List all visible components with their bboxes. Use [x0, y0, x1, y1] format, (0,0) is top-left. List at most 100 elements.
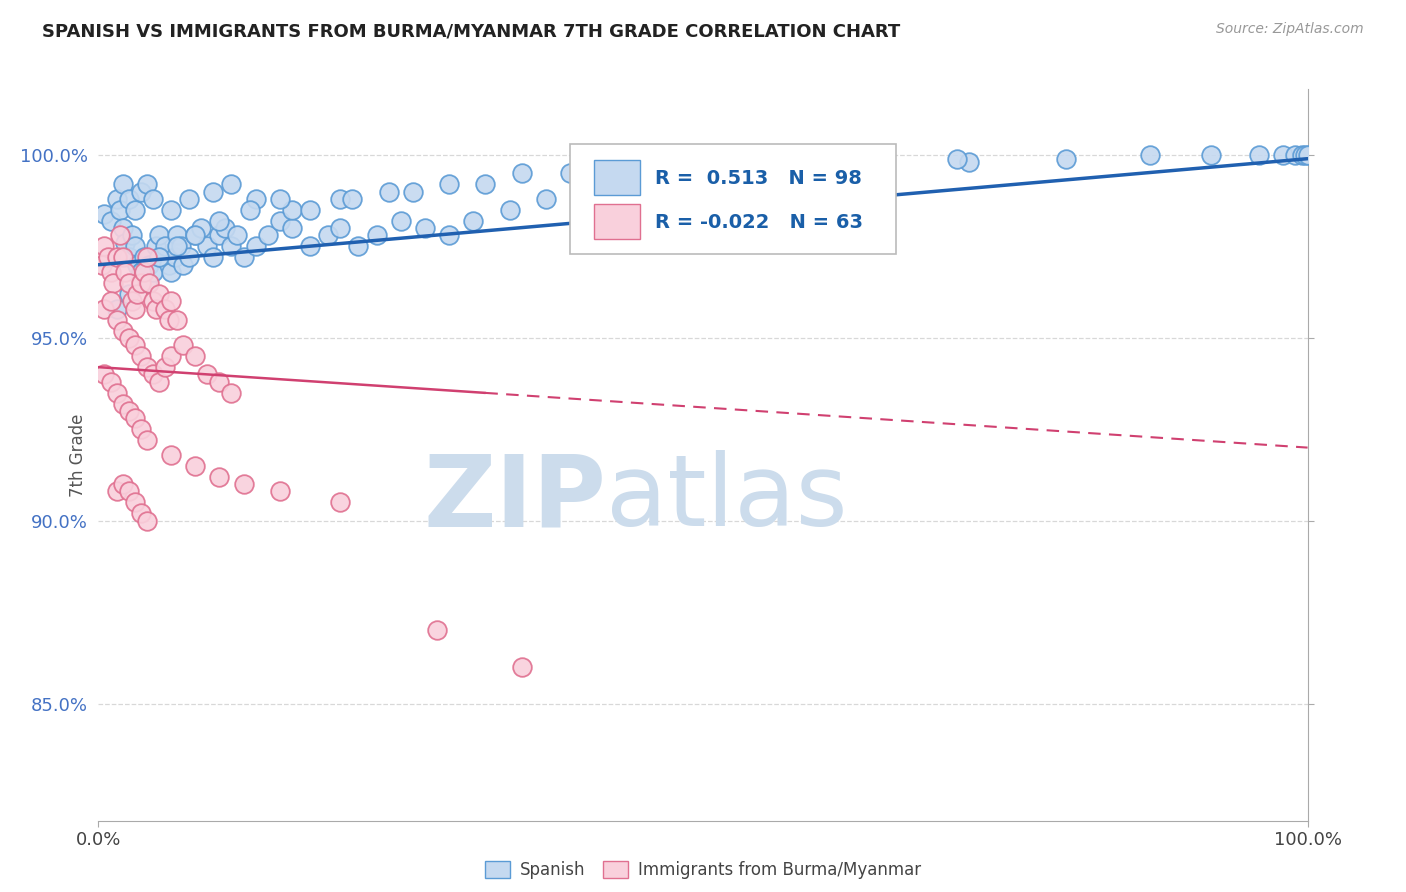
Point: [142, 368, 165, 382]
Point: [145, 301, 167, 316]
Point: [111, 251, 134, 265]
Point: [269, 214, 291, 228]
Point: [100, 214, 122, 228]
Point: [179, 251, 201, 265]
Point: [105, 301, 128, 316]
Point: [129, 265, 152, 279]
Point: [498, 202, 520, 217]
Point: [138, 258, 160, 272]
Point: [776, 155, 799, 169]
Point: [413, 221, 436, 235]
Point: [740, 152, 762, 166]
Point: [93, 301, 115, 316]
Point: [105, 312, 128, 326]
Point: [184, 458, 207, 473]
Text: SPANISH VS IMMIGRANTS FROM BURMA/MYANMAR 7TH GRADE CORRELATION CHART: SPANISH VS IMMIGRANTS FROM BURMA/MYANMAR…: [42, 22, 900, 40]
Point: [437, 178, 460, 192]
Point: [208, 228, 231, 243]
Point: [127, 258, 149, 272]
Point: [595, 155, 617, 169]
Point: [190, 221, 212, 235]
Point: [135, 276, 157, 290]
Point: [202, 251, 225, 265]
Point: [105, 251, 128, 265]
Bar: [595, 161, 640, 195]
Point: [93, 368, 115, 382]
Point: [142, 294, 165, 309]
Point: [124, 239, 146, 253]
Point: [135, 178, 157, 192]
Point: [160, 202, 183, 217]
Point: [1294, 148, 1316, 162]
Point: [202, 185, 225, 199]
Point: [329, 221, 352, 235]
Point: [105, 385, 128, 400]
Point: [281, 221, 304, 235]
Point: [100, 265, 122, 279]
Point: [208, 375, 231, 389]
Point: [1284, 148, 1306, 162]
Point: [534, 192, 557, 206]
Point: [142, 265, 165, 279]
Point: [946, 152, 969, 166]
Point: [127, 287, 149, 301]
Point: [93, 239, 115, 253]
Point: [101, 276, 124, 290]
Point: [121, 228, 143, 243]
Point: [402, 185, 425, 199]
Point: [129, 349, 152, 363]
Text: ZIP: ZIP: [423, 450, 606, 548]
Point: [957, 155, 980, 169]
Point: [160, 349, 183, 363]
Point: [437, 228, 460, 243]
Point: [118, 251, 141, 265]
Point: [148, 251, 170, 265]
Point: [135, 514, 157, 528]
Point: [91, 258, 114, 272]
Point: [860, 152, 883, 166]
Text: R =  0.513   N = 98: R = 0.513 N = 98: [655, 169, 862, 188]
Point: [184, 349, 207, 363]
Point: [281, 202, 304, 217]
Point: [129, 276, 152, 290]
Point: [208, 214, 231, 228]
Point: [179, 192, 201, 206]
Point: [148, 228, 170, 243]
Point: [111, 397, 134, 411]
Point: [1291, 148, 1313, 162]
Bar: [595, 204, 640, 239]
Point: [510, 166, 533, 180]
Point: [837, 152, 859, 166]
Point: [148, 287, 170, 301]
Point: [129, 507, 152, 521]
Point: [148, 375, 170, 389]
Point: [166, 312, 188, 326]
Point: [269, 484, 291, 499]
Point: [166, 239, 188, 253]
Point: [111, 221, 134, 235]
Point: [129, 185, 152, 199]
Point: [347, 239, 370, 253]
Point: [153, 239, 176, 253]
Point: [184, 228, 207, 243]
Point: [221, 239, 243, 253]
Point: [160, 448, 183, 462]
Point: [299, 239, 322, 253]
Point: [138, 276, 160, 290]
Point: [426, 624, 449, 638]
Point: [1296, 148, 1319, 162]
Point: [124, 338, 146, 352]
Point: [172, 338, 194, 352]
Point: [129, 422, 152, 436]
Point: [377, 185, 399, 199]
Point: [232, 251, 254, 265]
Point: [108, 202, 131, 217]
Point: [118, 484, 141, 499]
Point: [692, 166, 714, 180]
Point: [100, 375, 122, 389]
Point: [135, 360, 157, 375]
Point: [256, 228, 278, 243]
Point: [134, 265, 156, 279]
Y-axis label: 7th Grade: 7th Grade: [69, 413, 87, 497]
Point: [124, 301, 146, 316]
